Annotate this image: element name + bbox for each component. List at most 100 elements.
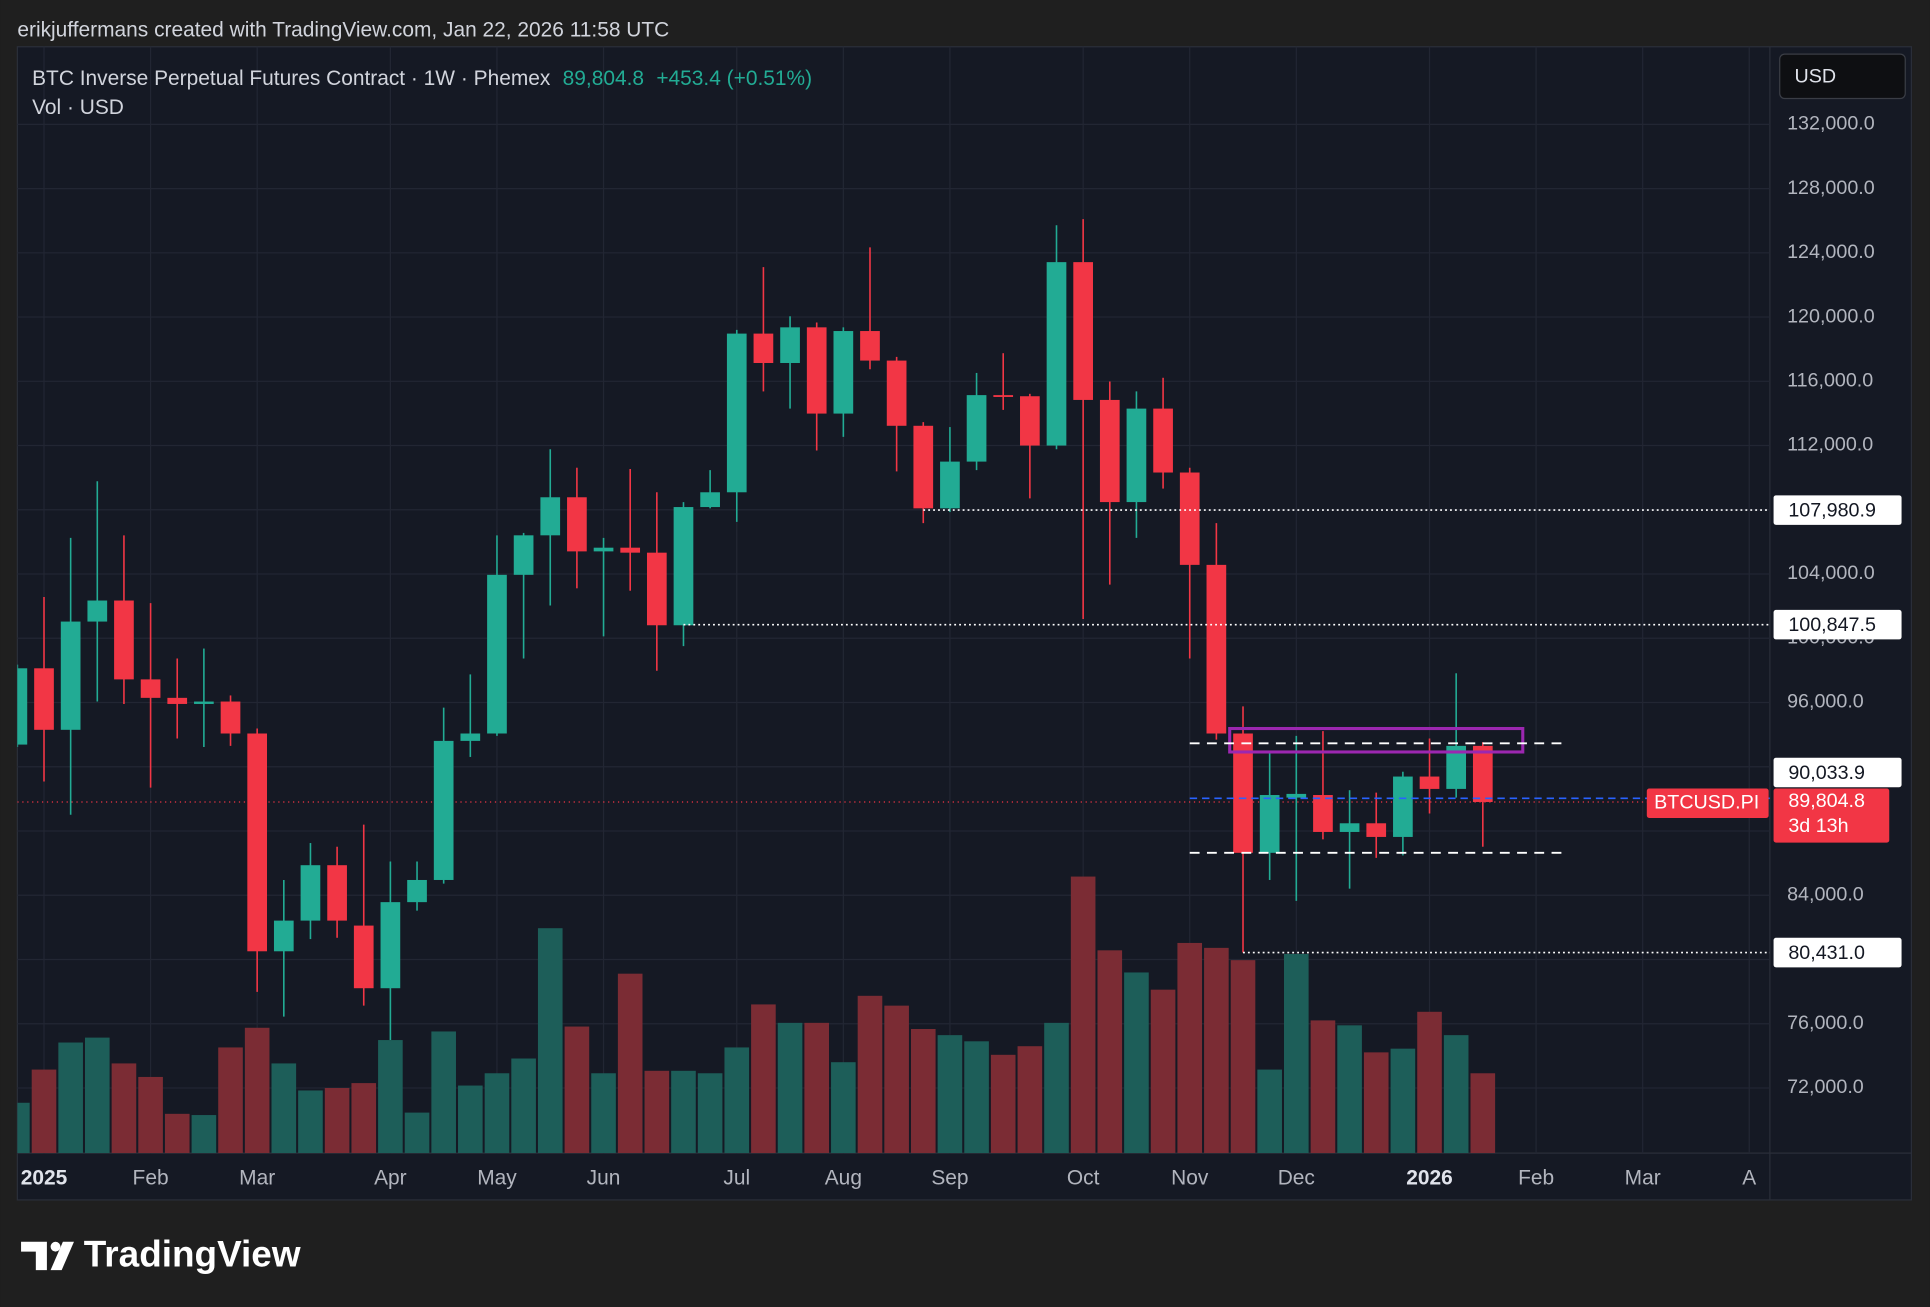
volume-bar — [458, 1085, 483, 1154]
x-tick-label: Mar — [1625, 1167, 1661, 1190]
x-tick-label: A — [1742, 1167, 1756, 1190]
volume-bar — [1470, 1073, 1496, 1154]
volume-bar — [244, 1027, 270, 1154]
y-tick-label: 96,000.0 — [1787, 691, 1864, 713]
logo-t — [21, 1241, 47, 1271]
candle-body — [1259, 795, 1280, 853]
symbol-label: BTCUSD.PI — [1654, 791, 1759, 813]
price-line-label-box — [1773, 757, 1902, 788]
volume-bar — [751, 1004, 776, 1154]
volume-bar — [191, 1115, 217, 1154]
y-tick-label: 128,000.0 — [1787, 177, 1875, 199]
candle-body — [1393, 776, 1413, 837]
volume-bar — [298, 1090, 323, 1154]
volume-bar — [910, 1029, 936, 1154]
price-line-label: 80,431.0 — [1788, 942, 1865, 964]
candle-body — [886, 360, 907, 426]
candle-body — [726, 333, 747, 493]
volume-bar — [1097, 950, 1123, 1154]
x-tick-label: 2025 — [21, 1167, 68, 1190]
candle-body — [700, 492, 720, 508]
volume-bar — [1257, 1069, 1282, 1154]
volume-bar — [964, 1041, 989, 1154]
candle-body — [1179, 472, 1200, 565]
volume-bar — [857, 995, 883, 1154]
plot — [17, 219, 1770, 1154]
volume-bar — [1363, 1052, 1389, 1154]
price-line-label: 90,033.9 — [1788, 762, 1865, 784]
candle-body — [300, 865, 321, 921]
candle-body — [380, 902, 401, 989]
candle-body — [833, 331, 854, 414]
x-tick-label: Aug — [825, 1167, 862, 1190]
x-tick-label: May — [477, 1167, 517, 1190]
candle-body — [593, 547, 614, 552]
x-tick-label: Feb — [1518, 1167, 1554, 1190]
volume-bar — [164, 1113, 190, 1154]
candle-body — [487, 574, 507, 734]
price-line-label: 100,847.5 — [1788, 614, 1876, 636]
y-tick-label: 104,000.0 — [1787, 562, 1875, 584]
volume-bar — [1417, 1011, 1442, 1154]
x-tick-label: Feb — [133, 1167, 169, 1190]
volume-bar — [537, 928, 563, 1154]
volume-bar — [564, 1026, 590, 1154]
candle-body — [327, 865, 347, 921]
legend: BTC Inverse Perpetual Futures Contract ·… — [32, 66, 812, 89]
volume-bar — [671, 1070, 696, 1154]
candle-body — [1472, 745, 1493, 803]
candle-body — [753, 333, 774, 363]
x-tick-label: Mar — [239, 1167, 275, 1190]
volume-bar — [351, 1083, 377, 1154]
candle-body — [220, 701, 241, 734]
tradingview-logo — [21, 1241, 74, 1271]
price-line-label-box — [1773, 937, 1902, 968]
candle-body — [940, 461, 960, 509]
candle-body — [247, 733, 268, 952]
legend-title: BTC Inverse Perpetual Futures Contract ·… — [32, 66, 551, 89]
legend-price: 89,804.8 — [563, 66, 644, 89]
volume-bar — [777, 1022, 803, 1154]
symbol-box — [1646, 788, 1769, 819]
last-price-box — [1773, 788, 1890, 843]
y-tick-label: 72,000.0 — [1787, 1076, 1864, 1098]
axes: 72,000.076,000.080,000.084,000.088,000.0… — [21, 113, 1902, 1190]
candle-body — [780, 327, 800, 363]
candle-body — [540, 497, 561, 536]
currency-label[interactable]: USD — [1794, 66, 1836, 88]
volume-bar — [484, 1073, 510, 1154]
currency-button[interactable] — [1779, 53, 1906, 100]
volume-bar — [218, 1047, 243, 1154]
volume-bar — [31, 1069, 57, 1154]
candle-body — [353, 925, 374, 989]
price-line-label: 107,980.9 — [1788, 500, 1876, 522]
volume-bar — [1230, 960, 1256, 1154]
candle-body — [993, 395, 1014, 397]
candle-body — [1313, 795, 1333, 832]
volume-bar — [511, 1058, 536, 1154]
volume-bar — [1204, 947, 1229, 1154]
candle-body — [1153, 408, 1173, 473]
volume-bar — [378, 1040, 403, 1154]
y-tick-label: 84,000.0 — [1787, 883, 1864, 905]
candle-body — [17, 668, 28, 745]
x-tick-label: Sep — [931, 1167, 968, 1190]
volume-bar — [617, 973, 643, 1154]
candle-body — [673, 507, 694, 626]
volume-legend: Vol · USD — [32, 96, 124, 119]
volume-bar — [1390, 1048, 1416, 1154]
y-tick-label: 112,000.0 — [1787, 434, 1873, 456]
x-tick-label: Dec — [1278, 1167, 1315, 1190]
candle-body — [860, 331, 880, 361]
logo-slash — [50, 1241, 74, 1271]
volume-bar — [1177, 942, 1203, 1154]
candle-body — [87, 600, 108, 622]
candle-body — [1073, 262, 1093, 400]
candle-body — [433, 740, 454, 880]
volume-bar — [1150, 989, 1176, 1154]
volume-bar — [831, 1062, 856, 1154]
candle-body — [60, 621, 81, 730]
candle-body — [913, 425, 934, 509]
volume-bar — [84, 1037, 110, 1154]
